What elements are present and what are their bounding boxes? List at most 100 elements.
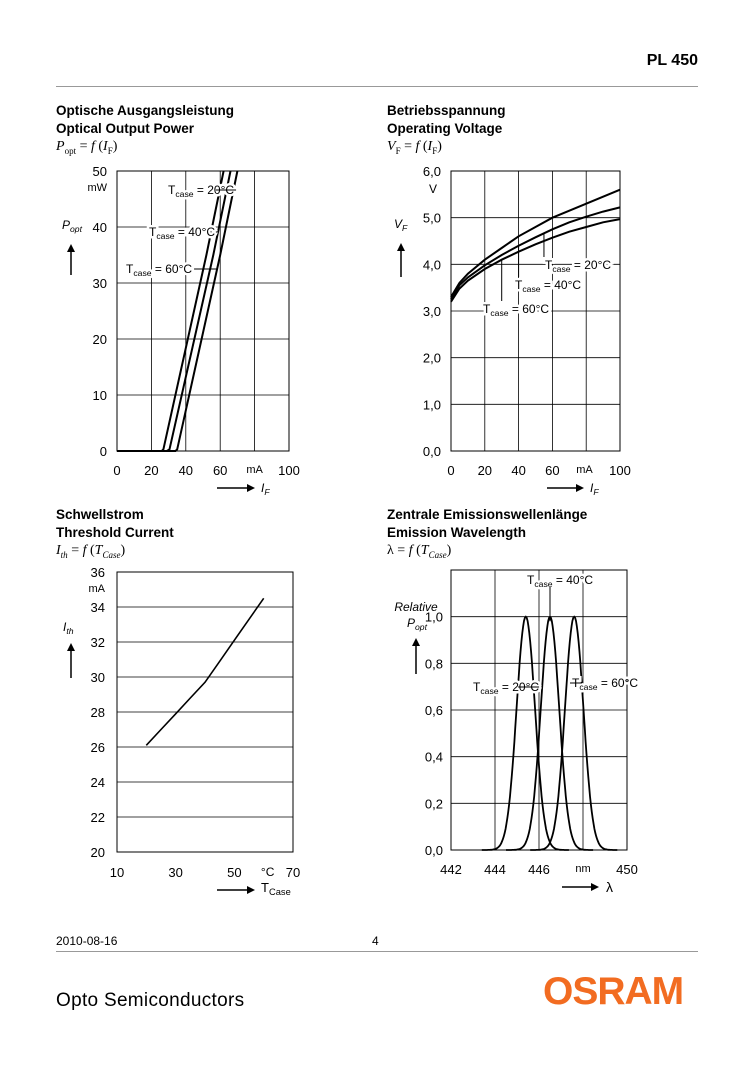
c2-ylabel: VF	[394, 217, 408, 233]
c1-ylabel: Popt	[62, 218, 83, 234]
c1-legend-1: Tcase = 40°C	[149, 225, 215, 241]
c1-yarrow-head	[67, 244, 75, 252]
c2-xtick-60: 60	[545, 463, 559, 478]
c3-xlabel: TCase	[261, 880, 291, 897]
chart1-title-en: Optical Output Power	[56, 121, 195, 136]
c1-xlabel: IF	[261, 481, 270, 497]
c2-xarrow-head	[576, 484, 584, 492]
osram-logo: OSRAM	[543, 970, 684, 1013]
c3-ytick-32: 32	[91, 635, 105, 650]
c2-ytick-2: 2,0	[423, 351, 441, 366]
chart3-formula: Ith = f (TCase)	[56, 543, 126, 560]
c3-xtick-10: 10	[110, 865, 124, 880]
c1-xtick-20: 20	[144, 463, 158, 478]
c2-ytick-6: 6,0	[423, 164, 441, 179]
c1-yunit: mW	[87, 182, 107, 194]
c3-ytick-30: 30	[91, 670, 105, 685]
chart3-title: Schwellstrom Threshold Current	[56, 506, 174, 542]
c1-xtick-0: 0	[113, 463, 120, 478]
c3-yunit: mA	[89, 583, 106, 595]
c4-xtick-446: 446	[528, 862, 550, 877]
c4-ytick-0.8: 0,8	[425, 656, 443, 671]
chart4-formula: λ = f (TCase)	[387, 543, 452, 560]
c4-ytick-0.6: 0,6	[425, 703, 443, 718]
c4-xtick-444: 444	[484, 862, 506, 877]
c1-xarrow-head	[247, 484, 255, 492]
c2-xtick-0: 0	[447, 463, 454, 478]
c2-ytick-3: 3,0	[423, 304, 441, 319]
c4-ytick-0.4: 0,4	[425, 750, 443, 765]
c1-xtick-100: 100	[278, 463, 300, 478]
c4-ytick-0.2: 0,2	[425, 796, 443, 811]
chart2-formula: VF = f (IF)	[387, 139, 442, 156]
c3-series-line-0	[145, 597, 265, 746]
c1-ytick-40: 40	[93, 220, 107, 235]
c2-xunit: mA	[576, 464, 593, 476]
c2-ytick-5: 5,0	[423, 211, 441, 226]
c4-xlabel: λ	[606, 879, 613, 895]
c1-frame	[116, 170, 290, 452]
c3-xtick-30: 30	[168, 865, 182, 880]
c2-legend-2: Tcase = 60°C	[483, 302, 549, 318]
c3-ytick-36: 36	[91, 565, 105, 580]
company-division: Opto Semiconductors	[56, 990, 245, 1011]
c1-ytick-0: 0	[100, 444, 107, 459]
chart4-title-en: Emission Wavelength	[387, 525, 527, 540]
c2-series-line-1	[450, 206, 621, 300]
c3-ytick-20: 20	[91, 845, 105, 860]
chart1-formula: Popt = f (IF)	[56, 139, 118, 156]
c2-ytick-0: 0,0	[423, 444, 441, 459]
c3-xtick-70: 70	[286, 865, 300, 880]
c4-ytick-1.0: 1,0	[425, 610, 443, 625]
chart4-title: Zentrale Emissionswellenlänge Emission W…	[387, 506, 587, 542]
page-number: 4	[372, 934, 379, 948]
c3-yarrow-head	[67, 643, 75, 651]
c3-ytick-26: 26	[91, 740, 105, 755]
c2-legend-0: Tcase = 20°C	[545, 258, 611, 274]
c3-xarrow-head	[247, 886, 255, 894]
chart3-title-de: Schwellstrom	[56, 507, 144, 522]
c2-ytick-4: 4,0	[423, 257, 441, 272]
c2-ytick-1: 1,0	[423, 397, 441, 412]
c2-xtick-100: 100	[609, 463, 631, 478]
c4-xarrow-head	[591, 883, 599, 891]
header-divider	[56, 86, 698, 87]
c1-xtick-60: 60	[213, 463, 227, 478]
c1-ytick-20: 20	[93, 332, 107, 347]
c1-xtick-40: 40	[179, 463, 193, 478]
c4-xtick-442: 442	[440, 862, 462, 877]
c4-legend-1: Tcase = 40°C	[527, 573, 593, 589]
c4-xtick-450: 450	[616, 862, 638, 877]
c4-ylabel-top: Relative	[394, 600, 438, 614]
c3-xunit: °C	[261, 865, 275, 879]
footer-divider	[56, 951, 698, 952]
c1-xunit: mA	[246, 464, 263, 476]
c2-legend-1: Tcase = 40°C	[515, 278, 581, 294]
c1-legend-2: Tcase = 60°C	[126, 262, 192, 278]
chart2-title-en: Operating Voltage	[387, 121, 503, 136]
c1-ytick-50: 50	[93, 164, 107, 179]
c3-ytick-34: 34	[91, 600, 105, 615]
chart1-title: Optische Ausgangsleistung Optical Output…	[56, 102, 234, 138]
c2-xtick-20: 20	[478, 463, 492, 478]
chart2-title-de: Betriebsspannung	[387, 103, 506, 118]
c2-yarrow-head	[397, 243, 405, 251]
product-title: PL 450	[646, 52, 698, 69]
c4-series-line-0	[481, 615, 569, 851]
c3-ytick-28: 28	[91, 705, 105, 720]
c4-legend-0: Tcase = 20°C	[473, 680, 539, 696]
c1-ytick-30: 30	[93, 276, 107, 291]
c4-ylabel: Popt	[407, 616, 428, 632]
c2-frame	[450, 170, 621, 452]
c3-ytick-22: 22	[91, 810, 105, 825]
c3-xtick-50: 50	[227, 865, 241, 880]
c1-series-line-2	[117, 170, 239, 452]
c1-legend-0: Tcase = 20°C	[168, 183, 234, 199]
c3-ylabel: Ith	[63, 620, 74, 636]
c4-series-line-2	[530, 615, 618, 851]
c3-ytick-24: 24	[91, 775, 105, 790]
footer-date: 2010-08-16	[56, 934, 118, 948]
chart2-title: Betriebsspannung Operating Voltage	[387, 102, 506, 138]
c2-series-line-2	[450, 218, 621, 303]
c1-ytick-10: 10	[93, 388, 107, 403]
